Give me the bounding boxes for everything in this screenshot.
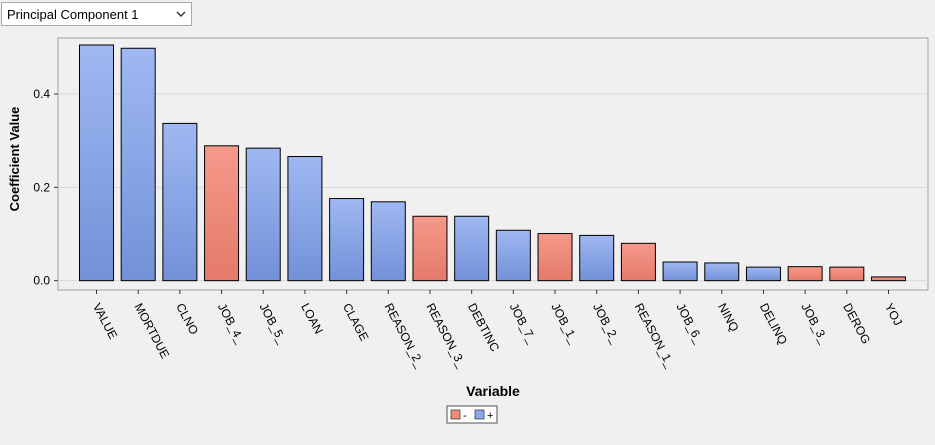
legend-label-negative: - xyxy=(463,410,467,422)
bars xyxy=(79,44,906,282)
y-tick-label: 0.4 xyxy=(33,87,50,101)
bar-job-4[interactable] xyxy=(204,145,240,282)
bar-loan[interactable] xyxy=(287,156,323,282)
x-tick-label: REASON_2_ xyxy=(382,301,428,370)
bar-clage[interactable] xyxy=(329,198,365,282)
x-tick-label: VALUE xyxy=(90,301,120,342)
x-tick-label: DELINQ xyxy=(757,301,790,347)
y-axis-label: Coefficient Value xyxy=(7,107,22,212)
bar-ninq[interactable] xyxy=(704,262,740,282)
x-tick-label: DEROG xyxy=(840,301,873,346)
y-tick-label: 0.2 xyxy=(33,180,50,194)
bar-job-7[interactable] xyxy=(495,229,531,282)
legend-label-positive: + xyxy=(487,410,493,422)
bar-job-2[interactable] xyxy=(579,234,615,282)
legend-swatch-negative xyxy=(450,409,461,420)
component-select-value: Principal Component 1 xyxy=(7,7,139,22)
x-tick-label: YOJ xyxy=(882,301,905,328)
x-tick-label: CLNO xyxy=(173,301,201,337)
toolbar: Principal Component 1 xyxy=(0,0,935,30)
bar-derog[interactable] xyxy=(829,266,865,282)
x-tick-label: JOB_5_ xyxy=(257,301,290,346)
legend-swatch-positive xyxy=(474,409,485,420)
x-tick-label: JOB_3_ xyxy=(798,301,831,346)
x-tick-label: JOB_1_ xyxy=(548,301,581,346)
plot-background xyxy=(57,37,929,291)
bar-value[interactable] xyxy=(79,44,114,282)
x-axis: VALUE MORTDUE CLNO JOB_4_ JOB_5_ LOAN CLAGE REA… xyxy=(90,290,905,370)
bar-yoj[interactable] xyxy=(871,276,906,282)
bar-clno[interactable] xyxy=(162,122,198,282)
chart-area: 0.0 0.2 0.4 VALUE MORTDUE CLNO JOB_4_ JOB_5_ LO… xyxy=(0,30,935,440)
x-tick-label: NINQ xyxy=(715,301,741,334)
bar-debtinc[interactable] xyxy=(454,215,490,282)
x-tick-label: MORTDUE xyxy=(132,301,173,361)
grid-lines xyxy=(58,93,928,282)
bar-delinq[interactable] xyxy=(745,266,781,282)
x-tick-label: CLAGE xyxy=(340,301,371,343)
bar-job-6[interactable] xyxy=(662,261,698,282)
bar-mortdue[interactable] xyxy=(120,47,156,282)
x-tick-label: REASON_3_ xyxy=(423,301,469,370)
component-select[interactable]: Principal Component 1 xyxy=(1,2,192,26)
bar-reason-1[interactable] xyxy=(620,242,656,282)
bar-reason-2[interactable] xyxy=(370,201,406,282)
x-tick-label: JOB_2_ xyxy=(590,301,623,346)
y-axis: 0.0 0.2 0.4 xyxy=(33,87,58,288)
x-tick-label: LOAN xyxy=(298,301,326,336)
bar-job-1[interactable] xyxy=(537,233,573,282)
x-tick-label: DEBTINC xyxy=(465,301,502,354)
chevron-down-icon[interactable] xyxy=(175,8,187,20)
legend: - + xyxy=(446,405,498,424)
bar-job-5[interactable] xyxy=(245,147,281,282)
x-axis-label: Variable xyxy=(466,383,520,399)
y-tick-label: 0.0 xyxy=(33,274,50,288)
x-tick-label: JOB_4_ xyxy=(215,301,248,346)
x-tick-label: JOB_6_ xyxy=(673,301,706,346)
bar-chart: 0.0 0.2 0.4 VALUE MORTDUE CLNO JOB_4_ JOB_5_ LO… xyxy=(7,37,929,424)
bar-job-3[interactable] xyxy=(787,266,823,282)
x-tick-label: JOB_7_ xyxy=(507,301,540,346)
x-tick-label: REASON_1_ xyxy=(632,301,678,370)
bar-reason-3[interactable] xyxy=(412,215,448,282)
